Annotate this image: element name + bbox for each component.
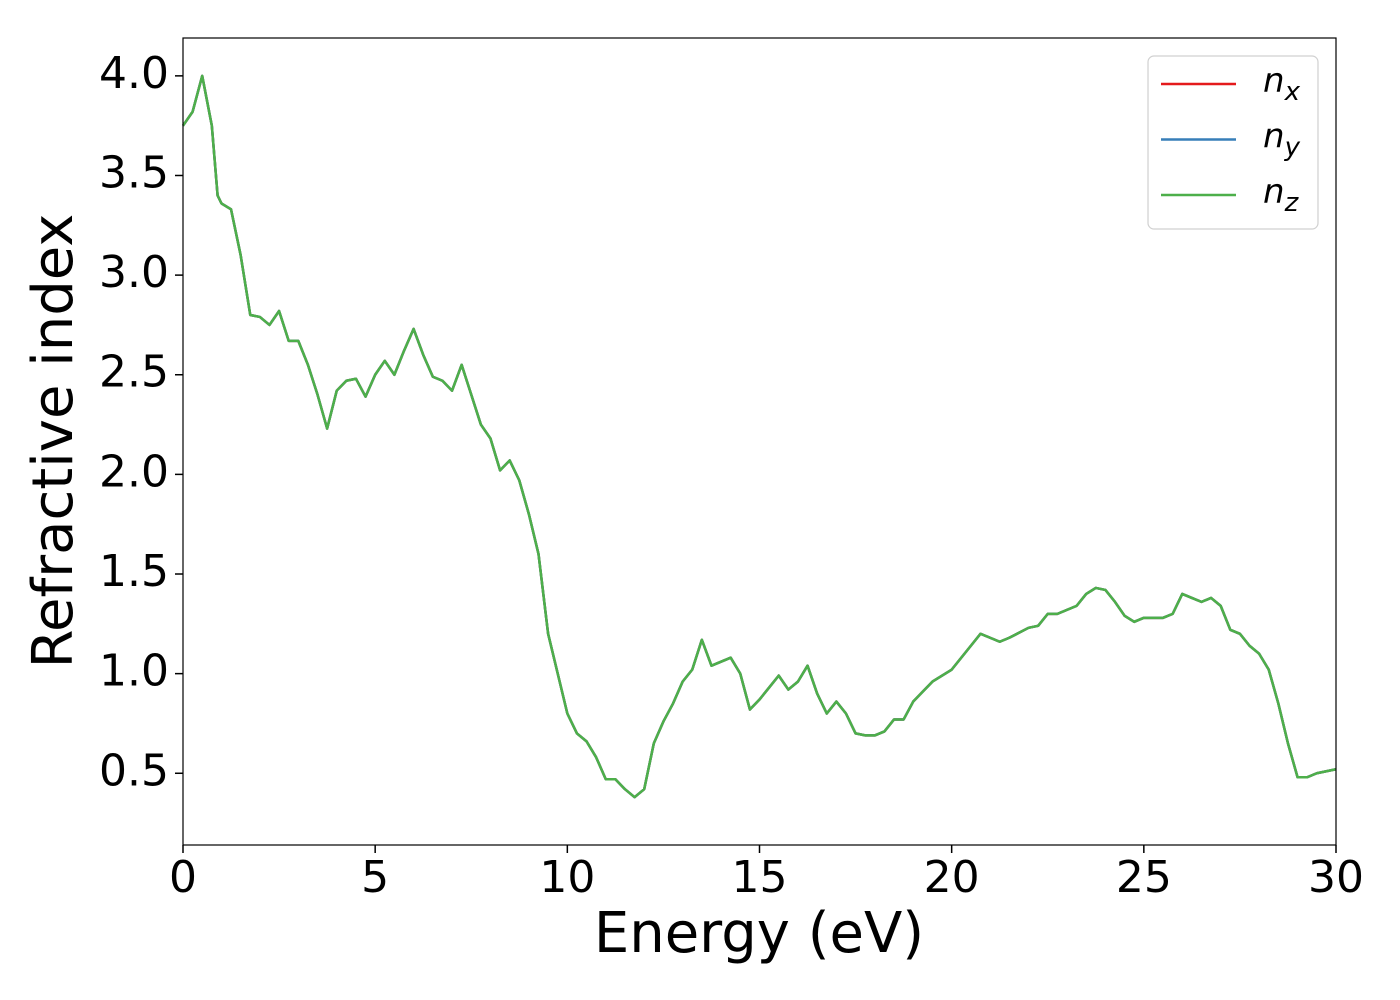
x-tick-label: 20 [924, 852, 980, 903]
y-tick-label: 3.5 [99, 147, 169, 198]
y-tick-label: 3.0 [99, 247, 169, 298]
y-tick-label: 1.5 [99, 546, 169, 597]
y-tick-label: 4.0 [99, 48, 169, 99]
legend-box [1147, 55, 1319, 230]
legend-label: nz [1263, 172, 1300, 218]
y-tick-label: 2.5 [99, 347, 169, 398]
y-tick-label: 0.5 [99, 745, 169, 796]
y-tick-label: 2.0 [99, 446, 169, 497]
x-tick-label: 25 [1116, 852, 1172, 903]
x-tick-label: 30 [1308, 852, 1364, 903]
data-line [181, 74, 1337, 799]
y-tick-label: 1.0 [99, 646, 169, 697]
plot-frame [182, 37, 1337, 846]
y-axis-label: Refractive index [21, 214, 86, 669]
legend-label: nx [1263, 61, 1301, 107]
x-tick-label: 5 [361, 852, 389, 903]
x-axis-label: Energy (eV) [594, 901, 924, 966]
x-tick-label: 10 [539, 852, 595, 903]
legend-label: ny [1263, 116, 1301, 162]
x-tick-label: 0 [169, 852, 197, 903]
x-tick-label: 15 [732, 852, 788, 903]
